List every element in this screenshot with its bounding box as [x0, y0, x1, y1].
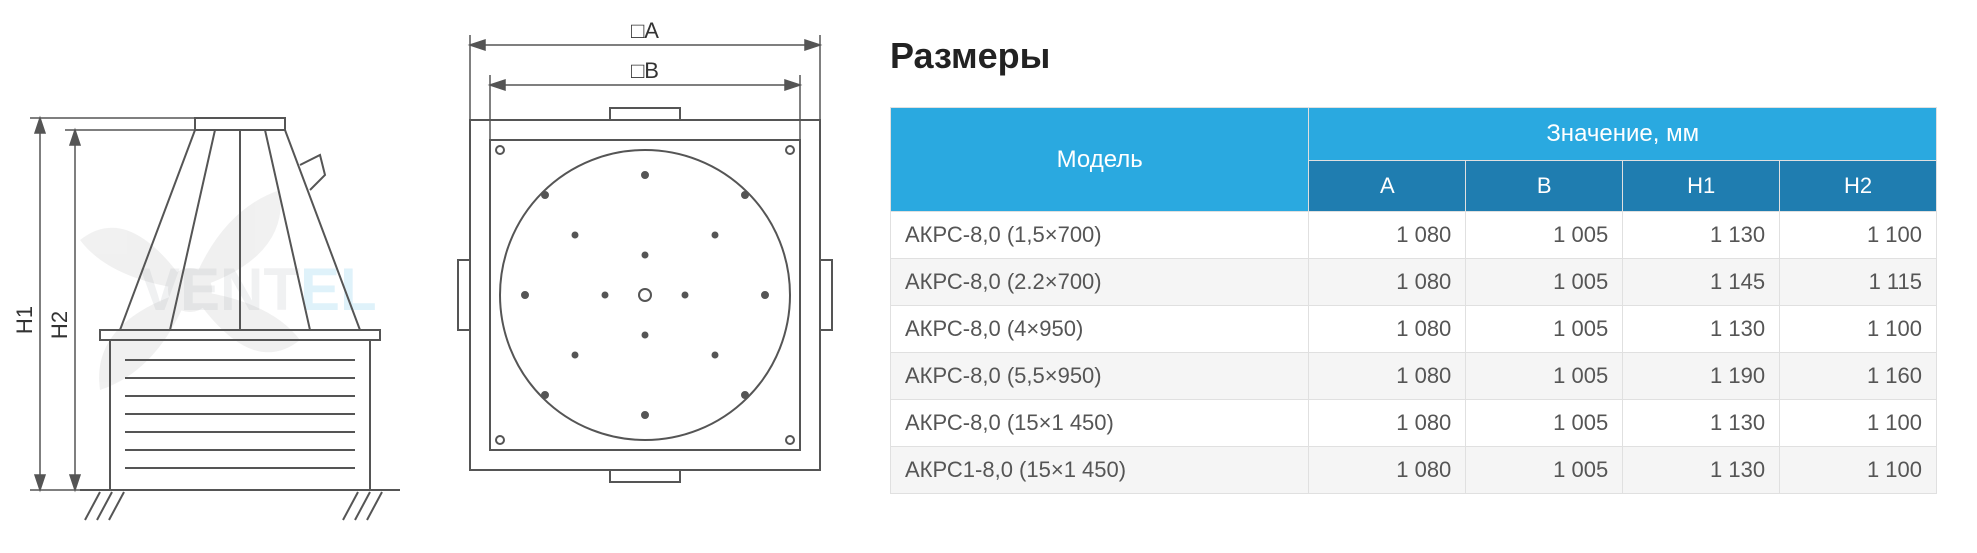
th-h1: H1: [1623, 161, 1780, 212]
th-h2: H2: [1780, 161, 1937, 212]
table-row: АКРС-8,0 (4×950) 1 080 1 005 1 130 1 100: [891, 306, 1937, 353]
watermark-part1: vent: [140, 256, 300, 323]
th-a: A: [1309, 161, 1466, 212]
watermark-part2: el: [300, 256, 377, 323]
section-title: Размеры: [890, 35, 1937, 77]
table-row: АКРС-8,0 (5,5×950) 1 080 1 005 1 190 1 1…: [891, 353, 1937, 400]
dimensions-table: Модель Значение, мм A B H1 H2 АКРС-8,0 (…: [890, 107, 1937, 494]
table-row: АКРС-8,0 (2.2×700) 1 080 1 005 1 145 1 1…: [891, 259, 1937, 306]
dim-label-sqb: □B: [631, 58, 659, 83]
table-body: АКРС-8,0 (1,5×700) 1 080 1 005 1 130 1 1…: [891, 212, 1937, 494]
th-value-group: Значение, мм: [1309, 108, 1937, 161]
dim-label-sqa: □A: [631, 18, 659, 43]
svg-text:ventel: ventel: [140, 256, 377, 323]
technical-drawing: ventel: [0, 0, 870, 553]
diagram-area: ventel: [0, 0, 870, 553]
table-row: АКРС-8,0 (15×1 450) 1 080 1 005 1 130 1 …: [891, 400, 1937, 447]
dim-label-h1: H1: [12, 306, 37, 334]
table-row: АКРС1-8,0 (15×1 450) 1 080 1 005 1 130 1…: [891, 447, 1937, 494]
th-b: B: [1466, 161, 1623, 212]
th-model: Модель: [891, 108, 1309, 212]
content-area: Размеры Модель Значение, мм A B H1 H2 АК…: [870, 0, 1977, 494]
table-row: АКРС-8,0 (1,5×700) 1 080 1 005 1 130 1 1…: [891, 212, 1937, 259]
dim-label-h2: H2: [47, 311, 72, 339]
